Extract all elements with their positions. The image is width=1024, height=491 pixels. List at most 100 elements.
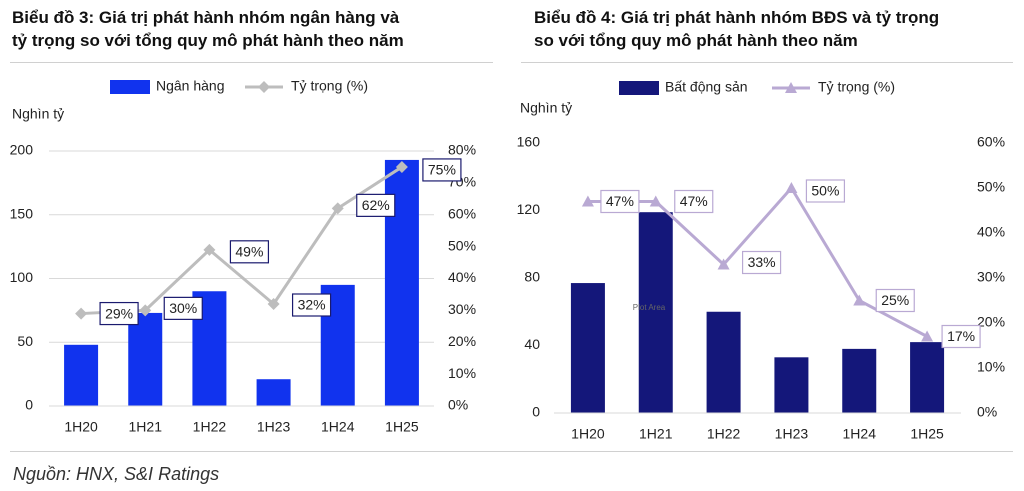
chart4-share-line [587, 186, 928, 338]
chart4-bar-1h21 [638, 212, 673, 413]
chart3-left-tick-label: 200 [10, 142, 34, 158]
chart4-right-tick-label: 50% [977, 179, 1005, 195]
bottom-divider [10, 451, 1013, 452]
chart3-data-label-box [99, 301, 139, 326]
chart4-ylabel: Nghìn tỷ [520, 100, 572, 116]
chart4-data-label-box [941, 324, 981, 349]
chart3-category-label: 1H24 [321, 419, 355, 435]
chart3-share-marker [75, 307, 88, 320]
source-note: Nguồn: HNX, S&I Ratings [13, 464, 220, 484]
chart3-category-label: 1H20 [64, 419, 98, 435]
chart4-legend-bar-swatch [619, 81, 659, 95]
chart3-bar-1h23 [256, 379, 291, 406]
chart4-right-tick-label: 60% [977, 134, 1005, 150]
chart4-right-tick-label: 10% [977, 359, 1005, 375]
chart4-right-tick-label: 40% [977, 224, 1005, 240]
chart3-share-marker [331, 202, 344, 215]
chart4-left-tick-label: 80 [524, 269, 540, 285]
chart4-legend-bar-label: Bất động sản [665, 79, 748, 95]
chart3-data-label: 32% [298, 297, 326, 313]
chart4-share-marker [649, 195, 662, 207]
chart4-bar-1h25 [910, 342, 945, 413]
chart4-data-label: 25% [881, 292, 909, 308]
chart4-title-line1: Biểu đồ 4: Giá trị phát hành nhóm BĐS và… [534, 8, 940, 27]
chart4-right-tick-label: 30% [977, 269, 1005, 285]
chart4-legend-line-label: Tỷ trọng (%) [818, 79, 895, 95]
chart3-data-label-box [291, 293, 332, 317]
chart4-share-marker [921, 330, 934, 342]
chart3-left-tick-label: 50 [17, 333, 33, 349]
chart4-category-label: 1H22 [707, 426, 741, 442]
chart4-data-label: 47% [606, 193, 634, 209]
chart4-left-tick-label: 40 [524, 336, 540, 352]
chart4-data-label-box [674, 189, 714, 214]
chart3-left-tick-label: 100 [10, 269, 34, 285]
chart3-right-tick-label: 40% [448, 269, 476, 285]
chart3-left-tick-label: 0 [25, 397, 33, 413]
chart4-title-line2: so với tổng quy mô phát hành theo năm [534, 31, 858, 50]
chart4-share-marker [785, 182, 798, 193]
chart3-right-tick-label: 80% [448, 142, 476, 158]
chart4-category-label: 1H21 [639, 426, 673, 442]
chart3-share-marker [267, 298, 280, 310]
chart4-left-tick-label: 160 [517, 134, 541, 150]
chart4-data-label-box [741, 250, 782, 275]
chart4-share-marker [581, 195, 594, 207]
chart4-bar-1h23 [774, 357, 809, 413]
chart4-data-label-box [875, 288, 915, 313]
chart3-category-label: 1H25 [385, 419, 419, 435]
chart4-bar-1h22 [706, 311, 741, 413]
chart4-category-label: 1H24 [843, 426, 877, 442]
chart3-right-tick-label: 10% [448, 365, 476, 381]
plot-area-label: Plot Area [633, 303, 666, 312]
chart3-share-marker [395, 160, 408, 173]
chart3-right-tick-label: 20% [448, 333, 476, 349]
chart3-right-tick-label: 30% [448, 301, 476, 317]
chart3-category-label: 1H22 [193, 419, 227, 435]
chart3-data-label: 62% [362, 197, 390, 213]
chart3-data-label: 49% [235, 244, 263, 260]
chart4-left-tick-label: 120 [517, 201, 541, 217]
chart4-category-label: 1H25 [910, 426, 944, 442]
chart3-share-marker [139, 304, 152, 317]
chart4-data-label: 47% [680, 193, 708, 209]
chart3-title-line2: tỷ trọng so với tổng quy mô phát hành th… [12, 31, 404, 50]
chart3-legend-bar-swatch [110, 80, 150, 94]
chart4-left-tick-label: 0 [532, 404, 540, 420]
chart4-bar-1h20 [570, 283, 605, 413]
chart3-legend-line-label: Tỷ trọng (%) [291, 78, 368, 94]
chart3-data-label: 29% [105, 305, 133, 321]
chart3-title: Biểu đồ 3: Giá trị phát hành nhóm ngân h… [12, 6, 482, 52]
chart3-category-label: 1H23 [257, 419, 291, 435]
chart4-category-label: 1H23 [775, 426, 809, 442]
chart4-title: Biểu đồ 4: Giá trị phát hành nhóm BĐS và… [534, 6, 1004, 52]
chart4-right-tick-label: 20% [977, 314, 1005, 330]
chart3-bar-1h21 [128, 312, 163, 406]
chart3-legend-bar-label: Ngân hàng [156, 78, 225, 94]
chart4-data-label: 33% [748, 254, 776, 270]
chart3-right-tick-label: 50% [448, 237, 476, 253]
chart3-ylabel: Nghìn tỷ [12, 106, 64, 122]
chart3-data-label-box [422, 158, 462, 182]
chart3-frame [10, 62, 493, 452]
chart4-data-label-box [805, 179, 846, 203]
chart3-bar-1h20 [64, 344, 99, 406]
chart4-bar-1h24 [842, 348, 877, 413]
chart3-share-marker [203, 243, 216, 256]
chart3-data-label-box [356, 193, 396, 217]
chart3-right-tick-label: 60% [448, 205, 476, 221]
chart3-data-label-box [229, 240, 270, 264]
chart3-left-tick-label: 150 [10, 205, 34, 221]
chart4-share-marker [717, 258, 730, 270]
chart4-category-label: 1H20 [571, 426, 605, 442]
chart3-data-label: 30% [169, 300, 197, 316]
chart4-data-label: 50% [811, 183, 839, 199]
chart3-legend-line-marker [258, 81, 270, 93]
chart4-data-label: 17% [947, 328, 975, 344]
chart4-legend-line-marker [785, 82, 797, 93]
chart3-title-line1: Biểu đồ 3: Giá trị phát hành nhóm ngân h… [12, 8, 400, 27]
chart3-data-label-box [163, 296, 203, 320]
chart4-share-marker [853, 294, 866, 306]
chart3-right-tick-label: 0% [448, 397, 468, 413]
